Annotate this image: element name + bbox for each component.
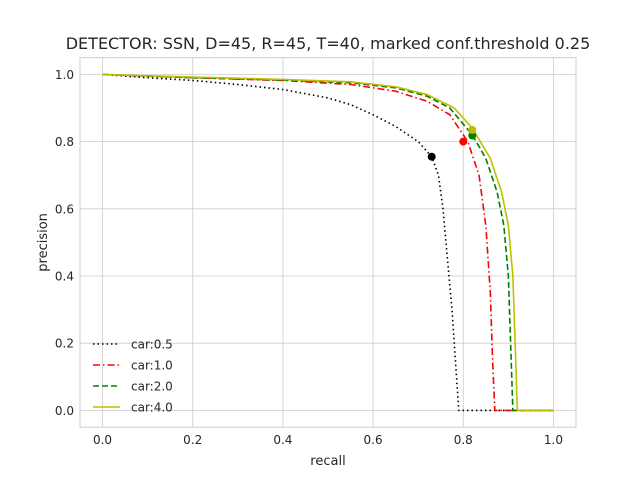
threshold-marker-car-4-0	[468, 125, 477, 134]
x-tick-label: 0.0	[93, 433, 112, 447]
threshold-marker-car-1-0	[459, 137, 468, 146]
legend-label: car:0.5	[131, 338, 173, 352]
threshold-marker-car-2-0	[468, 131, 477, 140]
grid-lines	[80, 57, 576, 428]
x-tick-label: 0.4	[273, 433, 292, 447]
series-line-car-4-0	[102, 73, 554, 412]
x-axis-label: recall	[310, 454, 345, 469]
legend-label: car:1.0	[131, 359, 173, 373]
y-tick-label: 0.0	[55, 404, 74, 418]
y-axis-label: precision	[36, 213, 51, 272]
x-tick-labels: 0.0 0.2 0.4 0.6 0.8 1.0	[93, 433, 563, 447]
markers-layer	[427, 125, 477, 161]
x-tick-label: 0.6	[364, 433, 383, 447]
series-line-car-2-0	[102, 73, 554, 412]
y-tick-label: 0.4	[55, 270, 74, 284]
threshold-marker-car-0-5	[427, 152, 436, 161]
x-tick-label: 0.2	[183, 433, 202, 447]
legend-label: car:4.0	[131, 401, 173, 415]
x-tick-label: 1.0	[544, 433, 563, 447]
chart-title: DETECTOR: SSN, D=45, R=45, T=40, marked …	[66, 34, 591, 53]
y-tick-labels: 0.0 0.2 0.4 0.6 0.8 1.0	[55, 68, 74, 418]
y-tick-label: 0.2	[55, 337, 74, 351]
x-tick-label: 0.8	[454, 433, 473, 447]
y-tick-label: 0.8	[55, 135, 74, 149]
legend-label: car:2.0	[131, 380, 173, 394]
y-tick-label: 1.0	[55, 68, 74, 82]
plot-frame	[79, 57, 577, 428]
y-tick-label: 0.6	[55, 202, 74, 216]
legend: car:0.5 car:1.0 car:2.0 car:4.0	[93, 338, 173, 415]
